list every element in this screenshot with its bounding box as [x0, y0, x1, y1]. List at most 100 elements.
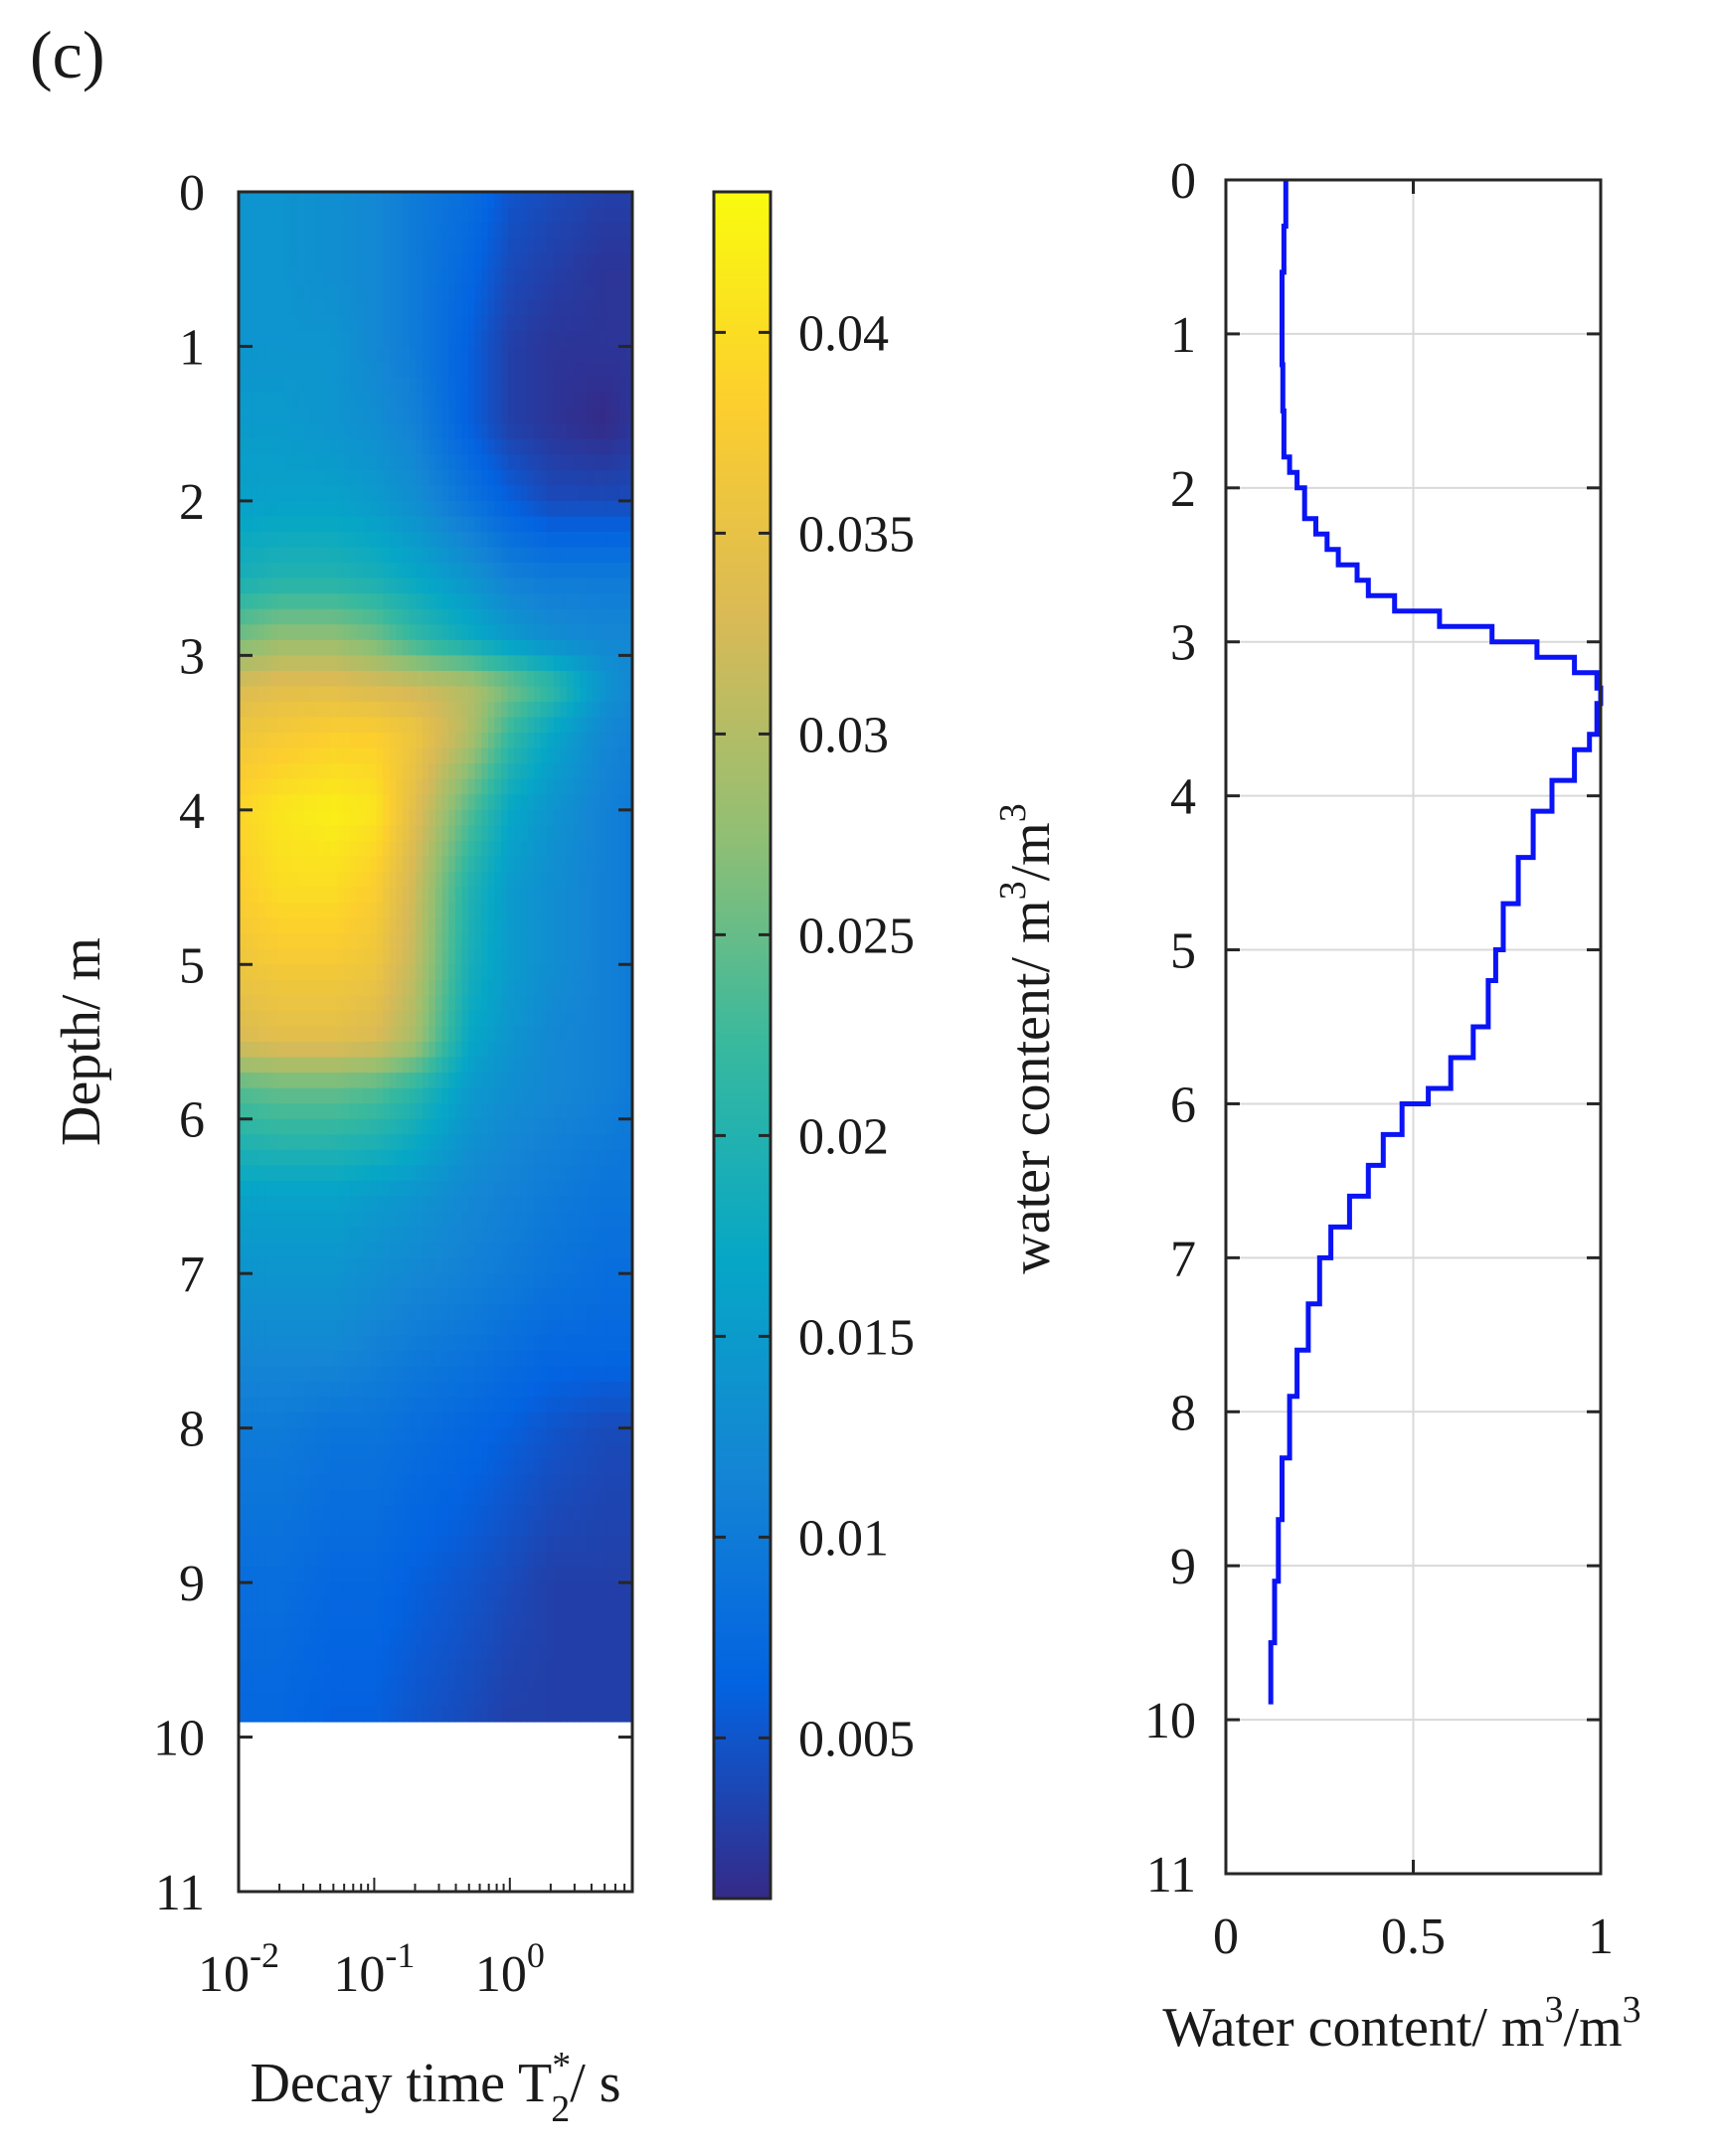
heatmap-cell: [605, 223, 613, 240]
heatmap-cell: [618, 1118, 626, 1135]
heatmap-cell: [468, 1087, 476, 1104]
heatmap-cell: [239, 454, 247, 471]
heatmap-cell: [514, 532, 522, 549]
heatmap-cell: [277, 469, 285, 486]
heatmap-cell: [448, 1382, 456, 1399]
heatmap-cell: [527, 948, 535, 965]
heatmap-cell: [534, 238, 542, 254]
heatmap-cell: [580, 1118, 588, 1135]
heatmap-cell: [567, 500, 575, 518]
heatmap-cell: [540, 330, 548, 348]
heatmap-cell: [520, 624, 528, 641]
heatmap-cell: [573, 917, 581, 934]
heatmap-cell: [520, 1073, 528, 1089]
heatmap-cell: [625, 979, 633, 996]
heatmap-cell: [284, 1366, 292, 1383]
heatmap-cell: [422, 979, 430, 996]
heatmap-cell: [396, 1458, 404, 1475]
heatmap-cell: [396, 1057, 404, 1074]
heatmap-cell: [553, 377, 561, 394]
heatmap-cell: [310, 1087, 318, 1104]
heatmap-cell: [580, 500, 588, 518]
heatmap-cell: [284, 917, 292, 934]
heatmap-cell: [422, 717, 430, 734]
heatmap-cell: [264, 593, 272, 610]
heatmap-cell: [520, 1319, 528, 1336]
heatmap-cell: [396, 840, 404, 858]
heatmap-cell: [356, 917, 364, 934]
heatmap-cell: [310, 995, 318, 1012]
heatmap-cell: [323, 516, 331, 533]
heatmap-cell: [501, 1103, 509, 1120]
heatmap-cell: [370, 887, 378, 904]
heatmap-cell: [553, 670, 561, 688]
heatmap-cell: [343, 608, 351, 625]
heatmap-cell: [317, 794, 325, 811]
heatmap-cell: [586, 856, 594, 873]
heatmap-cell: [441, 330, 449, 348]
heatmap-cell: [540, 362, 548, 379]
heatmap-cell: [448, 1026, 456, 1043]
heatmap-cell: [514, 778, 522, 795]
heatmap-cell: [429, 299, 436, 316]
heatmap-cell: [277, 1165, 285, 1182]
heatmap-cell: [350, 393, 358, 410]
heatmap-cell: [323, 1304, 331, 1321]
heatmap-cell: [534, 1427, 542, 1444]
heatmap-cell: [409, 408, 417, 424]
heatmap-cell: [580, 686, 588, 703]
heatmap-cell: [501, 223, 509, 240]
heatmap-cell: [474, 655, 482, 672]
heatmap-cell: [284, 1073, 292, 1089]
heatmap-cell: [409, 423, 417, 440]
heatmap-cell: [245, 733, 253, 749]
heatmap-cell: [310, 1149, 318, 1166]
heatmap-cell: [514, 207, 522, 224]
heatmap-cell: [416, 1118, 424, 1135]
heatmap-cell: [356, 1397, 364, 1413]
heatmap-cell: [429, 485, 436, 502]
heatmap-cell: [461, 964, 469, 981]
heatmap-cell: [304, 377, 312, 394]
heatmap-cell: [567, 1257, 575, 1274]
heatmap-cell: [547, 1335, 555, 1352]
heatmap-cell: [350, 608, 358, 625]
heatmap-cell: [540, 1149, 548, 1166]
heatmap-cell: [520, 1366, 528, 1383]
heatmap-cell: [396, 1397, 404, 1413]
heatmap-cell: [330, 377, 338, 394]
heatmap-cell: [383, 794, 391, 811]
heatmap-cell: [567, 1273, 575, 1290]
heatmap-cell: [580, 903, 588, 919]
heatmap-cell: [389, 253, 397, 270]
heatmap-cell: [304, 717, 312, 734]
heatmap-cell: [403, 516, 411, 533]
heatmap-cell: [507, 856, 515, 873]
heatmap-cell: [487, 223, 495, 240]
heatmap-cell: [290, 948, 298, 965]
heatmap-cell: [448, 377, 456, 394]
heatmap-cell: [580, 917, 588, 934]
heatmap-cell: [370, 1443, 378, 1460]
heatmap-cell: [304, 223, 312, 240]
heatmap-cell: [409, 362, 417, 379]
heatmap-cell: [618, 1350, 626, 1368]
heatmap-cell: [600, 578, 607, 594]
heatmap-cell: [441, 284, 449, 301]
heatmap-cell: [409, 1257, 417, 1274]
heatmap-cell: [356, 933, 364, 950]
heatmap-cell: [560, 438, 568, 455]
heatmap-cell: [409, 948, 417, 965]
heatmap-cell: [501, 192, 509, 209]
heatmap-cell: [461, 299, 469, 316]
heatmap-cell: [454, 253, 462, 270]
heatmap-cell: [567, 1366, 575, 1383]
heatmap-cell: [481, 346, 489, 363]
heatmap-cell: [337, 532, 345, 549]
heatmap-cell: [507, 547, 515, 564]
heatmap-cell: [370, 253, 378, 270]
heatmap-cell: [304, 1134, 312, 1151]
heatmap-cell: [310, 887, 318, 904]
heatmap-cell: [481, 1304, 489, 1321]
heatmap-cell: [258, 856, 265, 873]
